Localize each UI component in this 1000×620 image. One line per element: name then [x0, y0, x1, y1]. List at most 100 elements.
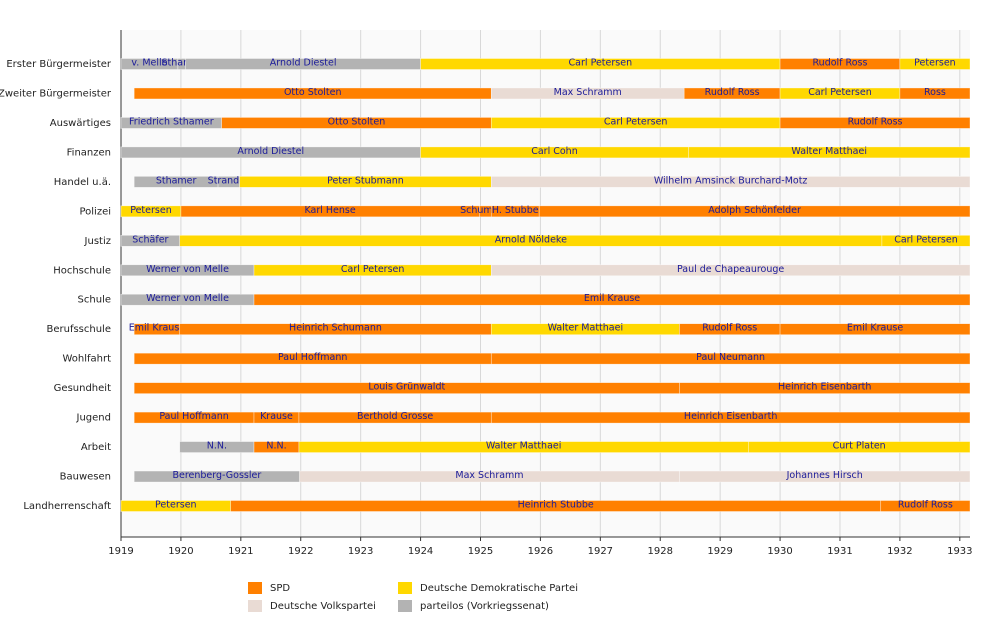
row-label: Jugend — [76, 413, 111, 424]
segment — [253, 293, 971, 306]
plot-area — [121, 30, 970, 537]
x-tick-label: 1928 — [648, 546, 673, 557]
segment-label: Rudolf Ross — [848, 116, 903, 127]
x-tick-label: 1931 — [827, 546, 852, 557]
legend-label: Deutsche Volkspartei — [270, 601, 376, 612]
legend-label: parteilos (Vorkriegssenat) — [420, 601, 549, 612]
segment-label: Carl Petersen — [341, 264, 405, 275]
segment-label: Schumann — [460, 205, 510, 216]
row-label: Bauwesen — [60, 472, 111, 483]
segment-label: Heinrich Eisenbarth — [778, 382, 871, 393]
segment-label: Schäfer — [132, 234, 168, 245]
segment-label: Paul Hoffmann — [278, 352, 347, 363]
segment — [688, 146, 971, 159]
x-tick-label: 1920 — [168, 546, 193, 557]
segment — [538, 205, 971, 218]
legend-label: Deutsche Demokratische Partei — [420, 583, 578, 594]
segment-label: Walter Matthaei — [486, 441, 562, 452]
segment-label: Arnold Nöldeke — [495, 234, 567, 245]
segment-label: Otto Stolten — [284, 87, 342, 98]
legend-swatch — [398, 582, 412, 594]
segment-label: Paul de Chapeaurouge — [677, 264, 784, 275]
segment-label: Adolph Schönfelder — [708, 205, 801, 216]
segment-label: Max Schramm — [455, 470, 523, 481]
segment-label: Berthold Grosse — [357, 411, 433, 422]
segment-label: Berenberg-Gossler — [172, 470, 261, 481]
segment-label: Sthamer — [156, 175, 197, 186]
segment — [881, 235, 971, 247]
x-tick-label: 1921 — [228, 546, 253, 557]
row-label: Berufsschule — [46, 324, 111, 335]
segment-label: Petersen — [130, 205, 172, 216]
segment-label: Curt Platen — [833, 441, 886, 452]
segment-label: N.N. — [266, 441, 286, 452]
legend-swatch — [398, 600, 412, 612]
segment-label: Wilhelm Amsinck Burchard-Motz — [654, 175, 808, 186]
segment — [490, 411, 971, 424]
segment-label: Heinrich Schumann — [289, 323, 382, 334]
segment — [899, 58, 971, 70]
segment-label: Rudolf Ross — [898, 500, 953, 511]
segment-label: Rudolf Ross — [705, 87, 760, 98]
segment-label: v. Melle — [131, 58, 167, 69]
segment-label: Carl Petersen — [808, 87, 872, 98]
segment — [679, 382, 971, 394]
segment — [679, 470, 971, 483]
segment-label: Petersen — [155, 500, 197, 511]
legend-label: SPD — [270, 583, 290, 594]
x-tick-label: 1932 — [887, 546, 912, 557]
x-tick-label: 1922 — [288, 546, 313, 557]
segment-label: Ross — [924, 87, 946, 98]
segment-label: Emil Krause — [847, 323, 903, 334]
row-label: Finanzen — [67, 147, 111, 158]
x-tick-label: 1926 — [528, 546, 553, 557]
segment-label: Friedrich Sthamer — [129, 116, 214, 127]
row-label: Arbeit — [81, 442, 111, 453]
segment-label: Karl Hense — [304, 205, 355, 216]
x-tick-label: 1924 — [408, 546, 433, 557]
segment — [490, 264, 971, 277]
segment-label: Walter Matthaei — [548, 323, 624, 334]
x-tick-label: 1923 — [348, 546, 373, 557]
segment-label: Rudolf Ross — [813, 58, 868, 69]
segment-label: Max Schramm — [554, 87, 622, 98]
segment-label: Johannes Hirsch — [786, 470, 863, 481]
x-tick-label: 1919 — [108, 546, 133, 557]
segment — [880, 500, 971, 512]
x-tick-label: 1930 — [767, 546, 792, 557]
segment-label: Werner von Melle — [146, 264, 229, 275]
segment-label: Petersen — [914, 58, 956, 69]
row-label: Justiz — [84, 236, 111, 247]
x-tick-label: 1933 — [947, 546, 972, 557]
segment-label: Paul Neumann — [696, 352, 765, 363]
segment-label: Krause — [260, 411, 293, 422]
segment-label: Werner von Melle — [146, 293, 229, 304]
segment-label: Heinrich Stubbe — [518, 500, 594, 511]
segment-label: Peter Stubmann — [327, 175, 404, 186]
row-label: Schule — [78, 295, 111, 306]
segment-label: Carl Petersen — [569, 58, 633, 69]
legend-swatch — [248, 582, 262, 594]
segment-label: Walter Matthaei — [791, 146, 867, 157]
x-tick-label: 1925 — [468, 546, 493, 557]
segment — [490, 352, 971, 365]
row-label: Landherrenschaft — [23, 501, 111, 512]
x-tick-label: 1927 — [588, 546, 613, 557]
segment-label: Arnold Diestel — [270, 58, 337, 69]
segment-label: Louis Grünwaldt — [368, 382, 445, 393]
segment-label: N.N. — [207, 441, 227, 452]
segment — [490, 176, 971, 188]
segment-label: Carl Petersen — [894, 234, 958, 245]
row-label: Zweiter Bürgermeister — [0, 88, 112, 99]
segment-label: Heinrich Eisenbarth — [684, 411, 777, 422]
row-label: Handel u.ä. — [54, 177, 111, 188]
x-tick-label: 1929 — [707, 546, 732, 557]
segment-label: Carl Petersen — [604, 116, 668, 127]
segment-label: Arnold Diestel — [237, 146, 304, 157]
segment-label: Otto Stolten — [328, 116, 386, 127]
segment — [899, 87, 971, 100]
segment-label: Paul Hoffmann — [159, 411, 228, 422]
row-label: Gesundheit — [54, 383, 111, 394]
segment — [748, 441, 971, 453]
